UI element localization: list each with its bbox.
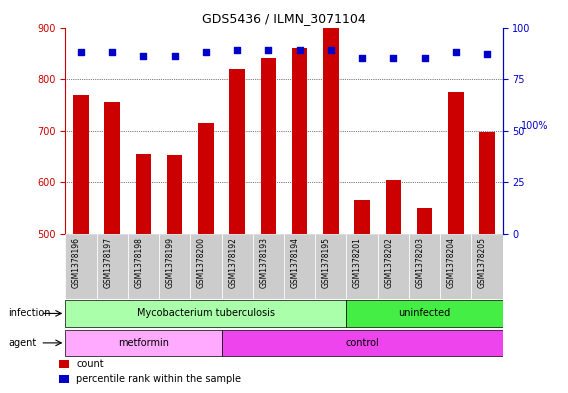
Text: GSM1378201: GSM1378201 <box>353 237 362 288</box>
Text: control: control <box>345 338 379 348</box>
Point <box>451 49 460 55</box>
Title: GDS5436 / ILMN_3071104: GDS5436 / ILMN_3071104 <box>202 12 366 25</box>
Point <box>295 47 304 53</box>
Point <box>326 47 335 53</box>
Bar <box>159 234 190 299</box>
Bar <box>222 330 503 356</box>
Bar <box>167 155 182 234</box>
Point <box>76 49 86 55</box>
Bar <box>471 234 503 299</box>
Text: GSM1378193: GSM1378193 <box>260 237 268 288</box>
Bar <box>409 234 440 299</box>
Text: GSM1378194: GSM1378194 <box>291 237 300 288</box>
Bar <box>190 234 222 299</box>
Point <box>264 47 273 53</box>
Bar <box>65 330 222 356</box>
Bar <box>65 300 346 327</box>
Bar <box>440 234 471 299</box>
Point <box>108 49 117 55</box>
Bar <box>386 180 401 234</box>
Point <box>170 53 179 59</box>
Text: GSM1378202: GSM1378202 <box>385 237 393 288</box>
Text: uninfected: uninfected <box>399 309 450 318</box>
Bar <box>261 59 276 234</box>
Bar <box>65 234 97 299</box>
Text: metformin: metformin <box>118 338 169 348</box>
Legend: count, percentile rank within the sample: count, percentile rank within the sample <box>59 359 241 384</box>
Bar <box>284 234 315 299</box>
Bar <box>292 48 307 234</box>
Text: infection: infection <box>9 309 51 318</box>
Bar <box>105 102 120 234</box>
Text: GSM1378199: GSM1378199 <box>166 237 175 288</box>
Text: GSM1378196: GSM1378196 <box>72 237 81 288</box>
Text: Mycobacterium tuberculosis: Mycobacterium tuberculosis <box>137 309 275 318</box>
Point <box>389 55 398 62</box>
Bar <box>253 234 284 299</box>
Bar <box>198 123 214 234</box>
Bar <box>222 234 253 299</box>
Bar <box>73 95 89 234</box>
Bar <box>354 200 370 234</box>
Point <box>139 53 148 59</box>
Bar <box>346 234 378 299</box>
Bar <box>136 154 151 234</box>
Bar <box>128 234 159 299</box>
Bar <box>378 234 409 299</box>
Point <box>233 47 242 53</box>
Text: GSM1378195: GSM1378195 <box>322 237 331 288</box>
Bar <box>479 132 495 234</box>
Bar <box>323 28 339 234</box>
Bar <box>346 300 503 327</box>
Text: GSM1378203: GSM1378203 <box>416 237 424 288</box>
Text: GSM1378204: GSM1378204 <box>447 237 456 288</box>
Bar <box>229 69 245 234</box>
Bar <box>315 234 346 299</box>
Point <box>358 55 367 62</box>
Point <box>420 55 429 62</box>
Text: GSM1378200: GSM1378200 <box>197 237 206 288</box>
Text: GSM1378205: GSM1378205 <box>478 237 487 288</box>
Text: GSM1378198: GSM1378198 <box>135 237 144 288</box>
Bar <box>97 234 128 299</box>
Y-axis label: 100%: 100% <box>521 121 549 130</box>
Text: GSM1378192: GSM1378192 <box>228 237 237 288</box>
Text: agent: agent <box>9 338 37 348</box>
Point <box>483 51 492 57</box>
Text: GSM1378197: GSM1378197 <box>103 237 112 288</box>
Point <box>202 49 211 55</box>
Bar <box>448 92 463 234</box>
Bar <box>417 208 432 234</box>
